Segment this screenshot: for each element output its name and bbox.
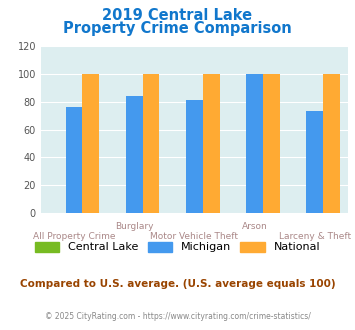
Text: Burglary: Burglary: [115, 222, 153, 231]
Text: © 2025 CityRating.com - https://www.cityrating.com/crime-statistics/: © 2025 CityRating.com - https://www.city…: [45, 312, 310, 321]
Text: 2019 Central Lake: 2019 Central Lake: [103, 8, 252, 23]
Bar: [246, 74, 263, 213]
Text: Motor Vehicle Theft: Motor Vehicle Theft: [151, 232, 238, 241]
Bar: [126, 96, 143, 213]
Text: Larceny & Theft: Larceny & Theft: [279, 232, 351, 241]
Bar: [186, 100, 203, 213]
Bar: [323, 74, 340, 213]
Bar: [82, 74, 99, 213]
Bar: [143, 74, 159, 213]
Legend: Central Lake, Michigan, National: Central Lake, Michigan, National: [31, 237, 324, 257]
Bar: [306, 112, 323, 213]
Bar: [203, 74, 220, 213]
Text: Arson: Arson: [242, 222, 267, 231]
Text: All Property Crime: All Property Crime: [33, 232, 115, 241]
Text: Compared to U.S. average. (U.S. average equals 100): Compared to U.S. average. (U.S. average …: [20, 279, 335, 289]
Text: Property Crime Comparison: Property Crime Comparison: [63, 21, 292, 36]
Bar: [263, 74, 280, 213]
Bar: [66, 107, 82, 213]
